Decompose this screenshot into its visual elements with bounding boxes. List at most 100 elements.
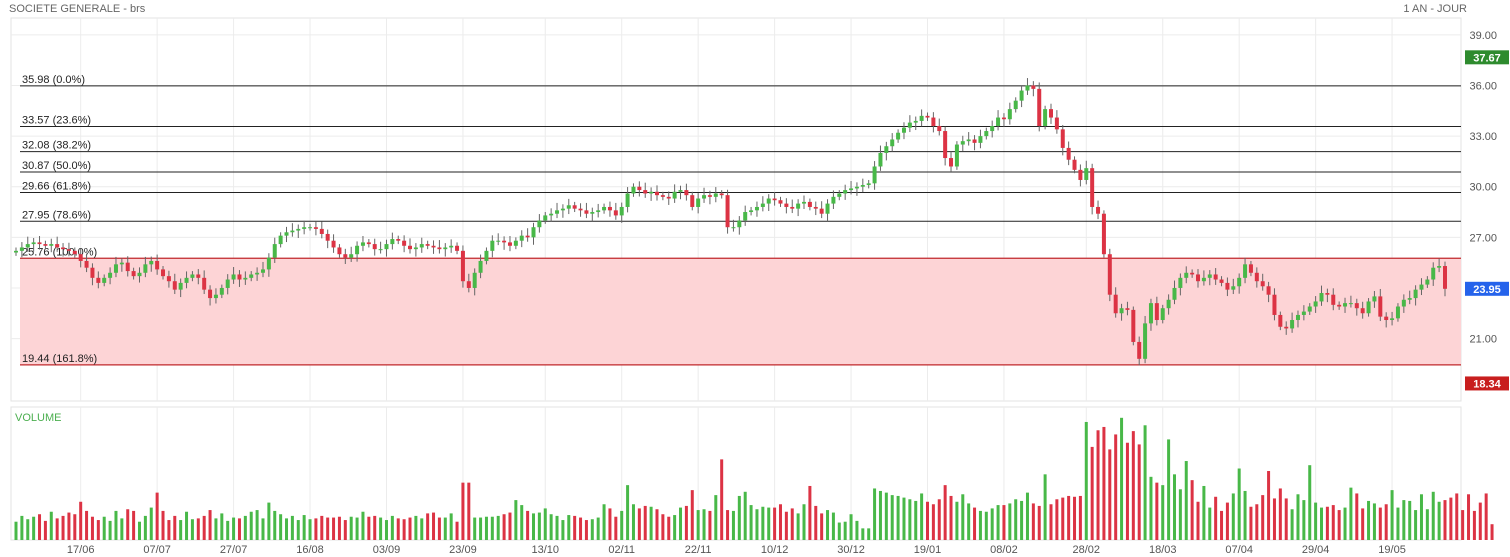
volume-bar	[1143, 425, 1147, 540]
candle-body	[1096, 206, 1101, 214]
volume-bar	[232, 517, 236, 540]
candle-body	[784, 203, 789, 207]
candle-body	[1066, 147, 1071, 160]
x-tick-label: 27/07	[220, 544, 248, 556]
candle-body	[1043, 109, 1048, 126]
candle-body	[649, 191, 654, 194]
high-price-tag-bg	[1465, 50, 1509, 65]
candle-body	[513, 240, 518, 246]
candle-body	[931, 117, 936, 126]
y-tick-label: 39.00	[1469, 30, 1497, 42]
volume-bar	[1431, 491, 1435, 540]
fib-label: 35.98 (0.0%)	[22, 74, 85, 86]
volume-bar	[373, 515, 377, 540]
candle-body	[137, 272, 142, 277]
candle-body	[584, 210, 589, 214]
volume-bar	[867, 528, 871, 540]
volume-bar	[767, 507, 771, 540]
candle-body	[1443, 266, 1447, 289]
volume-bar	[379, 517, 383, 540]
y-tick-label: 21.00	[1469, 334, 1497, 346]
candle-body	[1207, 274, 1212, 278]
candle-body	[166, 276, 171, 282]
volume-bar	[1296, 494, 1300, 540]
volume-bar	[620, 510, 624, 540]
period-label[interactable]: 1 AN - JOUR	[1403, 3, 1467, 15]
volume-bar	[1178, 489, 1182, 540]
candle-body	[1148, 303, 1153, 324]
volume-bar	[432, 512, 436, 540]
volume-bar	[55, 518, 59, 540]
candle-body	[925, 115, 930, 118]
candle-body	[178, 282, 183, 290]
volume-bar	[473, 517, 477, 540]
volume-bar	[1231, 493, 1235, 540]
x-tick-label: 02/11	[608, 544, 635, 556]
volume-bar	[455, 521, 459, 540]
volume-bar	[655, 509, 659, 540]
volume-bar	[102, 516, 106, 540]
volume-bar	[1396, 507, 1400, 540]
volume-bar	[567, 515, 571, 540]
candle-body	[743, 212, 748, 221]
candle-body	[978, 136, 983, 143]
volume-bar	[708, 510, 712, 540]
volume-bar	[820, 513, 824, 540]
volume-bar	[249, 511, 253, 540]
volume-bar	[984, 511, 988, 540]
candle-body	[284, 232, 289, 236]
candle-body	[807, 201, 812, 207]
volume-bar	[673, 515, 677, 540]
volume-bar	[1337, 510, 1341, 540]
candle-body	[466, 281, 471, 288]
volume-bar	[1120, 417, 1124, 540]
volume-bar	[449, 513, 453, 540]
volume-bar	[79, 501, 83, 540]
candle-body	[990, 125, 995, 132]
candle-body	[302, 227, 307, 229]
x-tick-label: 03/09	[373, 544, 401, 556]
candle-body	[696, 198, 701, 207]
candle-body	[449, 245, 454, 248]
volume-bar	[1472, 510, 1476, 540]
volume-bar	[1202, 485, 1206, 540]
volume-bar	[1025, 492, 1029, 540]
volume-bar	[261, 518, 265, 540]
volume-bar	[714, 495, 718, 540]
volume-bar	[1331, 505, 1335, 540]
candle-body	[654, 191, 659, 196]
volume-bar	[808, 485, 812, 540]
volume-bar	[1061, 497, 1065, 540]
volume-bar	[1161, 485, 1165, 540]
candle-body	[737, 220, 742, 228]
volume-bar	[67, 512, 71, 540]
volume-bar	[1361, 508, 1365, 540]
candle-body	[1154, 303, 1159, 321]
candle-body	[878, 152, 883, 167]
volume-bar	[255, 510, 259, 540]
candle-body	[778, 200, 783, 204]
volume-bar	[608, 508, 612, 540]
candle-body	[1384, 316, 1389, 321]
candle-body	[1372, 296, 1377, 302]
candle-body	[1407, 298, 1412, 300]
candle-body	[231, 274, 236, 280]
volume-bar	[179, 520, 183, 540]
fib-label: 19.44 (161.8%)	[22, 353, 97, 365]
candle-body	[560, 208, 565, 211]
x-tick-label: 23/09	[449, 544, 477, 556]
candle-body	[1201, 277, 1206, 282]
fib-label: 29.66 (61.8%)	[22, 180, 91, 192]
volume-bar	[343, 520, 347, 540]
fib-label: 25.76 (100.0%)	[22, 246, 97, 258]
volume-bar	[643, 505, 647, 540]
volume-bar	[1425, 509, 1429, 540]
candle-body	[90, 267, 95, 278]
candle-body	[531, 227, 536, 238]
candle-body	[131, 271, 136, 277]
candle-body	[966, 139, 971, 142]
fibonacci-levels: 35.98 (0.0%) 33.57 (23.6%) 32.08 (38.2%) 30…	[20, 74, 1461, 365]
x-tick-label: 29/04	[1302, 544, 1330, 556]
candle-body	[1213, 274, 1218, 280]
candle-body	[1325, 293, 1330, 295]
